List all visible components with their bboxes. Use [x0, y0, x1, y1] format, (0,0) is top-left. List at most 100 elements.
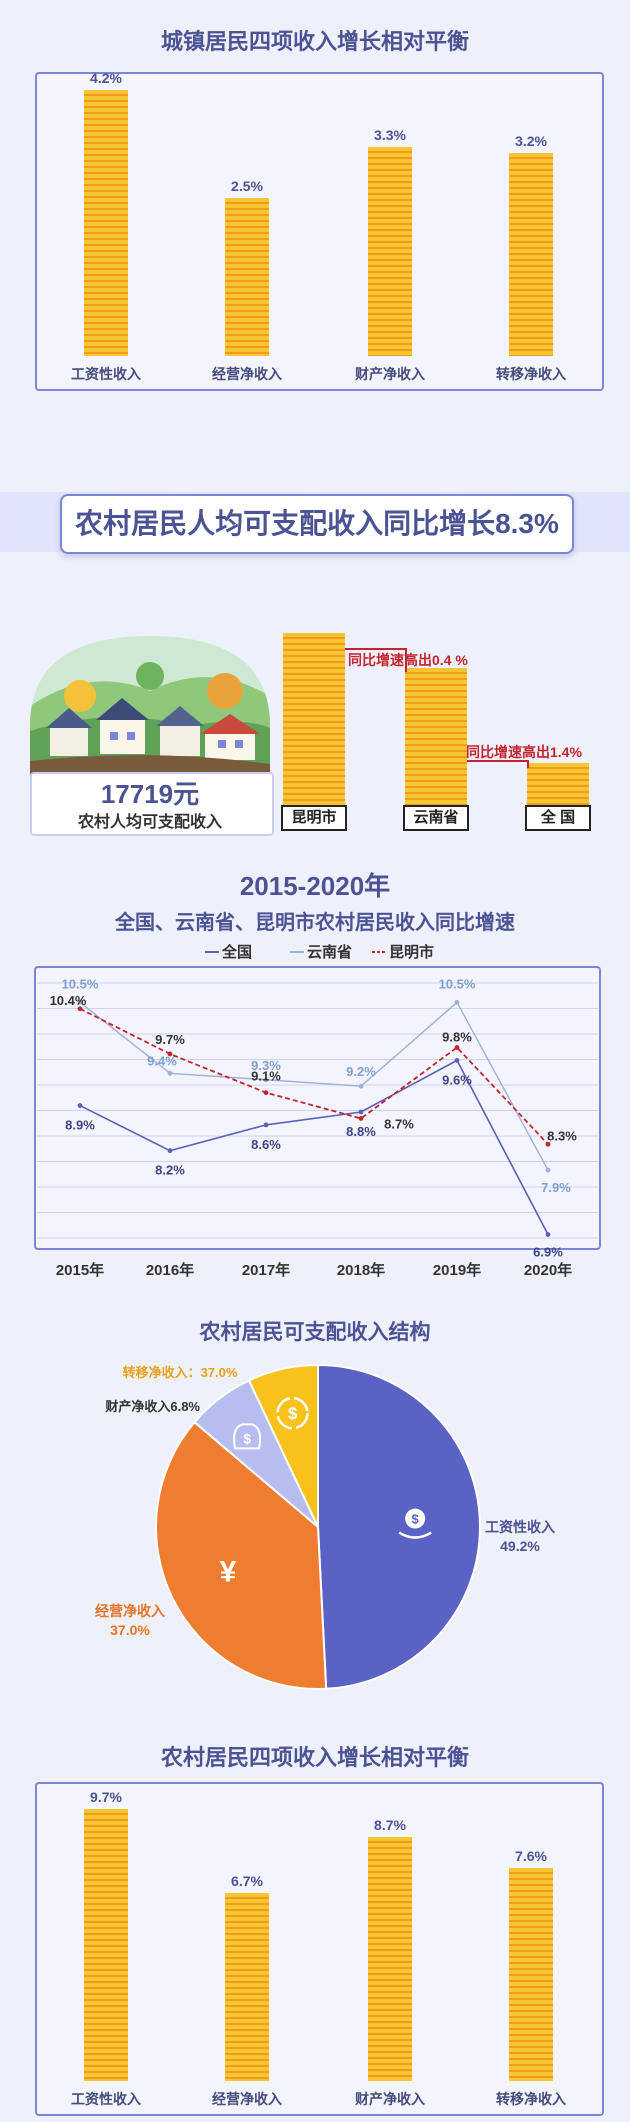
- pie-chart: $ ¥ $ $ 工资性收入 49.2% 经营净收入 37.0% 财产净收入6.8% 转移净收入：3…: [95, 1363, 555, 1690]
- bar: [368, 147, 412, 356]
- category-label: 工资性收入: [71, 2091, 141, 2107]
- data-label: 9.7%: [155, 1032, 185, 1047]
- bar: [368, 1837, 412, 2081]
- business-label: 经营净收入: [95, 1603, 165, 1619]
- money-bag-icon-glyph: $: [243, 1430, 251, 1446]
- data-point: [545, 1141, 551, 1147]
- wage-value: 49.2%: [500, 1538, 540, 1554]
- wage-hand-coin-icon-glyph: $: [412, 1512, 420, 1527]
- x-tick-label: 2015年: [56, 1261, 104, 1279]
- data-point: [358, 1083, 364, 1089]
- data-label: 8.2%: [155, 1163, 185, 1178]
- data-point: [454, 1045, 460, 1050]
- rural-chart-title: 农村居民四项收入增长相对平衡: [160, 1745, 469, 1770]
- data-point: [77, 1103, 83, 1108]
- data-point: [263, 1077, 269, 1083]
- wage-label: 工资性收入: [485, 1519, 555, 1535]
- rural-bar-panel: 9.7% 工资性收入 6.7% 经营净收入 8.7% 财产净收入 7.6% 转移净收入: [35, 1782, 604, 2116]
- data-point: [263, 1122, 269, 1128]
- legend-label: 全国: [221, 943, 252, 961]
- x-tick-label: 2018年: [337, 1261, 385, 1279]
- income-value-box: [30, 772, 274, 836]
- income-value: 17719元: [100, 779, 200, 809]
- data-label: 10.4%: [50, 993, 87, 1008]
- village-illustration: [30, 636, 270, 776]
- series-line-1: [79, 1001, 549, 1171]
- bar-value-label: 6.7%: [231, 1873, 263, 1889]
- data-label: 10.5%: [439, 976, 476, 991]
- data-label: 8.9%: [65, 1118, 95, 1133]
- data-point: [358, 1116, 364, 1121]
- yuan-icon: ¥: [220, 1555, 237, 1588]
- comparison-bar-label: 全 国: [525, 805, 591, 831]
- data-point: [167, 1070, 173, 1076]
- line-chart-title: 2015-2020年: [239, 871, 391, 901]
- data-point: [77, 999, 83, 1005]
- comparison-bar: [283, 633, 345, 812]
- data-label: 7.9%: [541, 1180, 571, 1195]
- bar-value-label: 3.2%: [515, 133, 547, 149]
- transfer-slice: [247, 1363, 319, 1528]
- bracket-line-1: [345, 648, 407, 672]
- data-label: 9.1%: [251, 1069, 281, 1084]
- bar: [84, 90, 128, 356]
- money-bag-icon: [233, 1423, 262, 1450]
- wage-hand-coin-icon: [405, 1508, 426, 1529]
- data-point: [167, 1051, 173, 1057]
- bar-value-label: 2.5%: [231, 178, 263, 194]
- data-point: [358, 1109, 364, 1115]
- data-label: 8.7%: [384, 1116, 414, 1131]
- data-point: [77, 1006, 83, 1012]
- bar-value-label: 7.6%: [515, 1848, 547, 1864]
- series-line-2: [79, 1007, 549, 1145]
- data-label: 10.5%: [62, 976, 99, 991]
- data-label: 9.4%: [147, 1053, 177, 1068]
- data-point: [454, 1058, 460, 1063]
- annotation-2: 同比增速高出1.4%: [466, 744, 582, 760]
- data-label: 9.2%: [346, 1064, 376, 1079]
- dollar-cycle-icon: [276, 1396, 309, 1430]
- bracket-line-2: [467, 760, 529, 768]
- data-point: [263, 1090, 269, 1096]
- bar: [84, 1809, 128, 2081]
- category-label: 转移净收入: [496, 2091, 566, 2107]
- transfer-label: 转移净收入：37.0%: [123, 1365, 238, 1380]
- data-label: 9.6%: [442, 1072, 472, 1087]
- category-label: 工资性收入: [71, 366, 141, 382]
- bar-value-label: 4.2%: [90, 70, 122, 86]
- pie-chart-title: 农村居民可支配收入结构: [199, 1321, 431, 1344]
- category-label: 经营净收入: [212, 366, 282, 382]
- category-label: 财产净收入: [355, 2091, 425, 2107]
- dollar-cycle-icon-glyph: $: [288, 1404, 298, 1423]
- data-label: 8.3%: [547, 1128, 577, 1143]
- data-label: 8.8%: [346, 1124, 376, 1139]
- comparison-bar-label: 昆明市: [281, 805, 347, 831]
- comparison-bar: [405, 668, 467, 812]
- comparison-bar: [527, 763, 589, 812]
- bar-value-label: 3.3%: [374, 127, 406, 143]
- data-label: 9.8%: [442, 1030, 472, 1045]
- bar: [509, 1868, 553, 2081]
- line-chart: 8.9% 8.2% 8.6% 8.8% 9.6% 6.9% 10.5% 9.4% 9.3% 9.2…: [34, 943, 601, 1279]
- annotation-1: 同比增速高出0.4 %: [348, 652, 468, 668]
- data-point: [167, 1148, 173, 1154]
- category-label: 财产净收入: [355, 366, 425, 382]
- business-slice: [155, 1420, 328, 1690]
- series-line-0: [79, 1059, 549, 1235]
- x-tick-label: 2016年: [146, 1261, 194, 1279]
- data-point: [545, 1232, 551, 1237]
- urban-chart-title: 城镇居民四项收入增长相对平衡: [160, 29, 469, 54]
- wage-slice: [317, 1363, 481, 1690]
- rural-growth-headline: 农村居民人均可支配收入同比增长8.3%: [60, 494, 574, 554]
- bar-value-label: 8.7%: [374, 1817, 406, 1833]
- x-tick-label: 2020年: [524, 1261, 572, 1279]
- category-label: 经营净收入: [212, 2091, 282, 2107]
- data-point: [454, 999, 460, 1005]
- legend-label: 云南省: [307, 943, 352, 961]
- bar: [225, 1893, 269, 2081]
- category-label: 转移净收入: [496, 366, 566, 382]
- line-chart-subtitle: 全国、云南省、昆明市农村居民收入同比增速: [115, 912, 515, 934]
- line-chart-panel: [34, 966, 601, 1250]
- bar-value-label: 9.7%: [90, 1789, 122, 1805]
- bar: [225, 198, 269, 356]
